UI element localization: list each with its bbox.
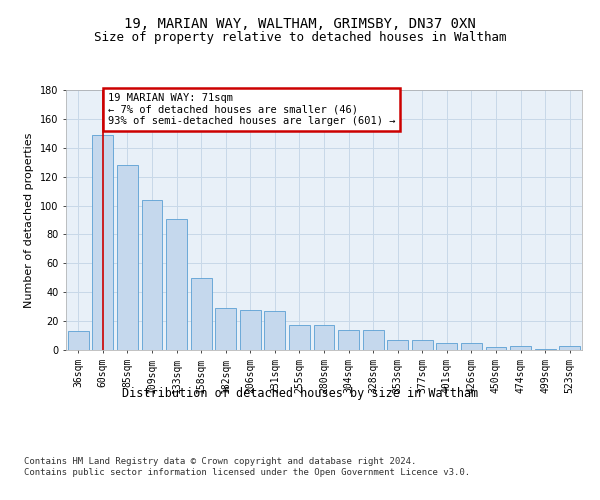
Bar xyxy=(362,330,383,350)
Bar xyxy=(215,308,236,350)
Text: Size of property relative to detached houses in Waltham: Size of property relative to detached ho… xyxy=(94,31,506,44)
Bar xyxy=(314,326,334,350)
Bar xyxy=(117,165,138,350)
Text: Contains HM Land Registry data © Crown copyright and database right 2024.
Contai: Contains HM Land Registry data © Crown c… xyxy=(24,458,470,477)
Bar xyxy=(485,347,506,350)
Bar xyxy=(461,343,482,350)
Bar xyxy=(240,310,261,350)
Bar xyxy=(166,218,187,350)
Bar xyxy=(265,311,286,350)
Bar xyxy=(387,340,408,350)
Y-axis label: Number of detached properties: Number of detached properties xyxy=(25,132,34,308)
Text: Distribution of detached houses by size in Waltham: Distribution of detached houses by size … xyxy=(122,388,478,400)
Bar xyxy=(535,348,556,350)
Text: 19 MARIAN WAY: 71sqm
← 7% of detached houses are smaller (46)
93% of semi-detach: 19 MARIAN WAY: 71sqm ← 7% of detached ho… xyxy=(108,93,395,126)
Bar xyxy=(338,330,359,350)
Bar xyxy=(289,326,310,350)
Bar xyxy=(412,340,433,350)
Bar xyxy=(191,278,212,350)
Bar xyxy=(559,346,580,350)
Bar xyxy=(510,346,531,350)
Bar xyxy=(68,331,89,350)
Bar xyxy=(92,135,113,350)
Bar xyxy=(142,200,163,350)
Bar xyxy=(436,343,457,350)
Text: 19, MARIAN WAY, WALTHAM, GRIMSBY, DN37 0XN: 19, MARIAN WAY, WALTHAM, GRIMSBY, DN37 0… xyxy=(124,18,476,32)
